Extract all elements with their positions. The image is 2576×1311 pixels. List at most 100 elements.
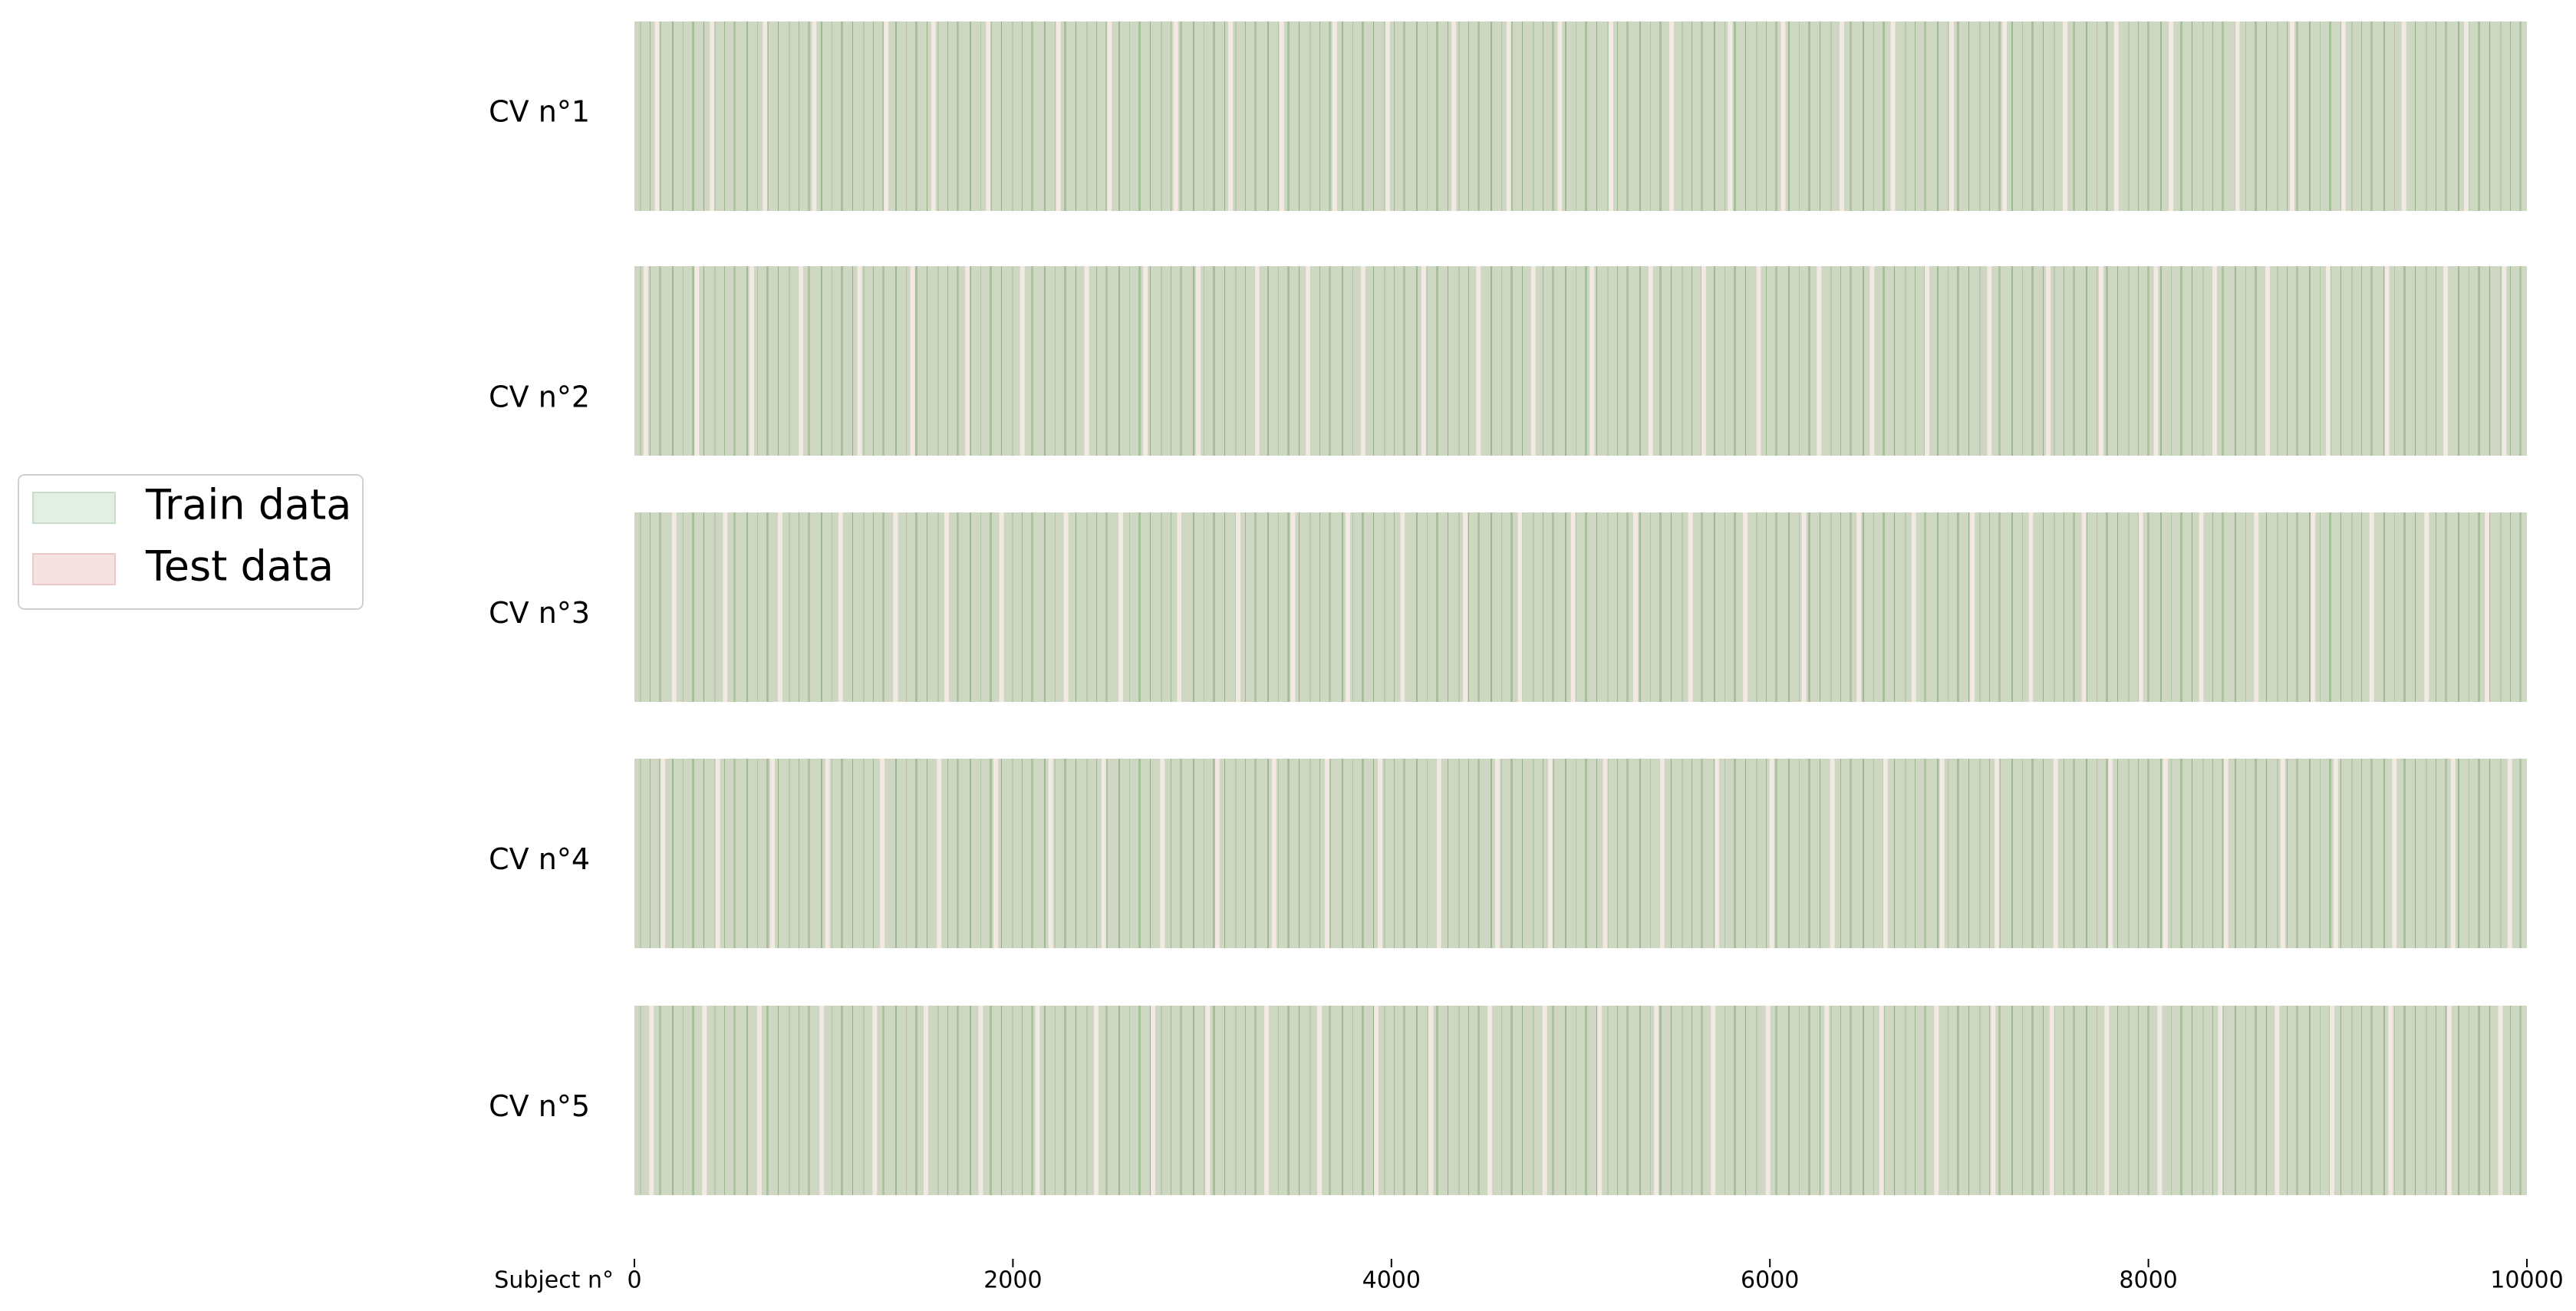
test-stripe bbox=[2446, 1006, 2452, 1195]
fold-label: CV n°4 bbox=[489, 842, 590, 876]
fold-texture bbox=[634, 512, 2527, 702]
test-stripe bbox=[1306, 266, 1311, 456]
test-stripe bbox=[2049, 1006, 2054, 1195]
fold-label: CV n°3 bbox=[489, 596, 590, 630]
test-stripe bbox=[999, 512, 1004, 702]
test-stripe bbox=[1063, 512, 1069, 702]
test-stripe bbox=[857, 266, 862, 456]
test-stripe bbox=[756, 1006, 762, 1195]
test-stripe bbox=[1949, 21, 1955, 211]
test-stripe bbox=[1654, 1006, 1659, 1195]
test-stripe bbox=[1451, 21, 1457, 211]
test-stripe bbox=[1589, 266, 1595, 456]
test-stripe bbox=[2464, 21, 2469, 211]
test-stripe bbox=[2265, 266, 2271, 456]
test-stripe bbox=[1035, 1006, 1040, 1195]
test-stripe bbox=[643, 266, 648, 456]
fold-label: CV n°2 bbox=[489, 380, 590, 414]
test-stripe bbox=[1196, 266, 1201, 456]
test-stripe bbox=[1603, 759, 1608, 948]
legend-swatch bbox=[32, 492, 116, 524]
test-stripe bbox=[1765, 1006, 1771, 1195]
test-stripe bbox=[884, 21, 889, 211]
test-stripe bbox=[944, 512, 950, 702]
test-stripe bbox=[1173, 21, 1178, 211]
test-stripe bbox=[1991, 1006, 1996, 1195]
legend-label: Test data bbox=[145, 542, 334, 591]
test-stripe bbox=[1020, 266, 1025, 456]
test-stripe bbox=[660, 759, 666, 948]
x-tick-label: 2000 bbox=[983, 1267, 1042, 1294]
test-stripe bbox=[2235, 21, 2240, 211]
test-stripe bbox=[2424, 512, 2429, 702]
test-stripe bbox=[1107, 21, 1112, 211]
fold-texture bbox=[634, 266, 2527, 456]
test-stripe bbox=[1648, 266, 1653, 456]
test-stripe bbox=[2108, 759, 2113, 948]
test-stripe bbox=[819, 1006, 825, 1195]
fold-texture bbox=[634, 759, 2527, 948]
test-stripe bbox=[2169, 21, 2174, 211]
test-stripe bbox=[2502, 266, 2507, 456]
test-stripe bbox=[2199, 512, 2204, 702]
test-stripe bbox=[2333, 759, 2338, 948]
test-stripe bbox=[1160, 759, 1165, 948]
test-stripe bbox=[1597, 1006, 1603, 1195]
test-stripe bbox=[1995, 759, 2000, 948]
test-stripe bbox=[2388, 1006, 2393, 1195]
test-stripe bbox=[1093, 1006, 1099, 1195]
test-stripe bbox=[1506, 21, 1511, 211]
test-stripe bbox=[1633, 512, 1639, 702]
test-stripe bbox=[2401, 21, 2406, 211]
test-stripe bbox=[1839, 21, 1844, 211]
test-stripe bbox=[1542, 1006, 1547, 1195]
test-stripe bbox=[702, 1006, 707, 1195]
test-stripe bbox=[1879, 1006, 1884, 1195]
test-stripe bbox=[2290, 21, 2295, 211]
test-stripe bbox=[1711, 1006, 1716, 1195]
test-stripe bbox=[1688, 512, 1693, 702]
test-stripe bbox=[2098, 266, 2103, 456]
legend-swatch bbox=[32, 553, 116, 585]
test-stripe bbox=[1517, 512, 1523, 702]
test-stripe bbox=[2498, 1006, 2503, 1195]
test-stripe bbox=[1150, 1006, 1155, 1195]
test-stripe bbox=[799, 266, 804, 456]
test-stripe bbox=[1360, 266, 1365, 456]
test-stripe bbox=[1436, 759, 1441, 948]
test-stripe bbox=[1476, 266, 1481, 456]
test-stripe bbox=[893, 512, 898, 702]
test-stripe bbox=[978, 1006, 983, 1195]
test-stripe bbox=[2081, 512, 2087, 702]
test-stripe bbox=[2028, 512, 2034, 702]
test-stripe bbox=[2392, 759, 2397, 948]
test-stripe bbox=[1263, 1006, 1269, 1195]
test-stripe bbox=[2063, 21, 2068, 211]
test-stripe bbox=[2384, 266, 2390, 456]
test-stripe bbox=[763, 21, 768, 211]
fold-label: CV n°1 bbox=[489, 95, 590, 129]
test-stripe bbox=[715, 759, 720, 948]
test-stripe bbox=[2002, 21, 2008, 211]
test-stripe bbox=[710, 21, 715, 211]
test-stripe bbox=[1939, 759, 1945, 948]
test-stripe bbox=[986, 21, 991, 211]
test-stripe bbox=[1374, 1006, 1379, 1195]
test-stripe bbox=[910, 266, 915, 456]
test-stripe bbox=[1290, 512, 1296, 702]
test-stripe bbox=[937, 759, 942, 948]
test-stripe bbox=[2254, 512, 2259, 702]
test-stripe bbox=[2443, 266, 2448, 456]
test-stripe bbox=[1494, 759, 1500, 948]
test-stripe bbox=[1421, 266, 1426, 456]
test-stripe bbox=[825, 759, 830, 948]
test-stripe bbox=[1987, 266, 1992, 456]
test-stripe bbox=[2329, 1006, 2334, 1195]
test-stripe bbox=[1924, 266, 1929, 456]
test-stripe bbox=[1279, 21, 1284, 211]
test-stripe bbox=[1769, 759, 1774, 948]
test-stripe bbox=[723, 512, 728, 702]
x-tick-label: 4000 bbox=[1362, 1267, 1421, 1294]
test-stripe bbox=[1487, 1006, 1493, 1195]
